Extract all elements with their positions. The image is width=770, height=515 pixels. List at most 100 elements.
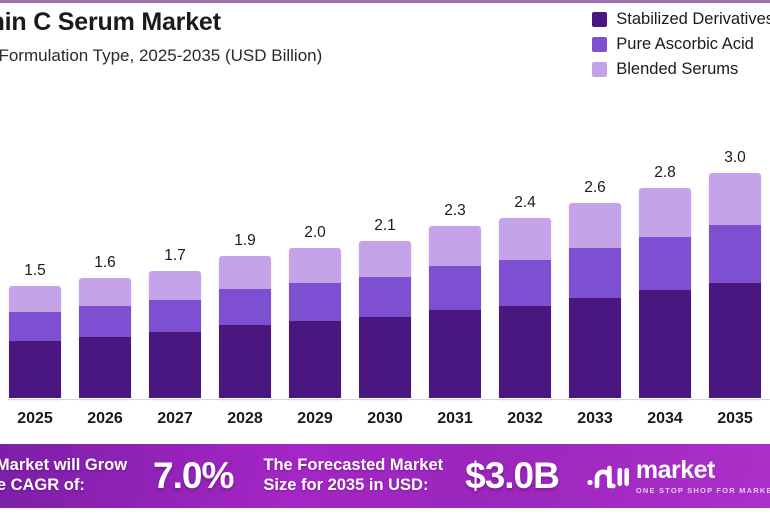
legend-swatch-icon: [592, 12, 608, 27]
stacked-bar[interactable]: [289, 248, 341, 399]
stacked-bar[interactable]: [79, 278, 131, 399]
axis-baseline: [8, 398, 770, 400]
bar-column[interactable]: 2.8: [630, 110, 700, 399]
bar-value-label: 2.8: [654, 163, 676, 181]
chart-subtitle: Size by Formulation Type, 2025-2035 (USD…: [0, 46, 323, 65]
x-axis-tick-label: 2029: [297, 410, 333, 427]
cagr-label-line1: The Market will Grow: [0, 456, 128, 475]
x-axis-tick-label: 2026: [87, 410, 123, 427]
bar-segment: [709, 225, 761, 283]
bar-segment: [289, 248, 341, 283]
x-axis-tick-label: 2034: [647, 410, 683, 427]
bar-value-label: 3.0: [724, 148, 746, 166]
bar-segment: [499, 305, 551, 399]
bar-value-label: 2.4: [514, 193, 536, 211]
cagr-label: The Market will Grow at the CAGR of:: [0, 456, 127, 496]
bar-segment: [79, 278, 131, 306]
x-axis-tick-label: 2027: [157, 410, 193, 427]
legend-item[interactable]: Stabilized Derivatives: [592, 10, 770, 29]
x-axis-labels: 2025 2026 2027 2028 2029 2030 2031 2032 2033 2034…: [0, 401, 770, 435]
bar-segment: [149, 332, 201, 399]
bar-column[interactable]: 1.6: [70, 110, 140, 399]
bar-segment: [9, 340, 61, 399]
bar-segment: [499, 260, 551, 306]
stacked-bar[interactable]: [219, 255, 271, 399]
bar-column[interactable]: 1.7: [140, 110, 210, 399]
forecast-label-line2: Size for 2035 in USD:: [263, 476, 429, 494]
bar-value-label: 1.5: [24, 261, 46, 279]
bar-column[interactable]: 2.4: [490, 110, 560, 399]
logo-wordmark: market: [635, 455, 715, 484]
bar-column[interactable]: 2.0: [280, 110, 350, 399]
bar-segment: [149, 299, 201, 333]
bar-segment: [569, 297, 621, 399]
bottom-spacer: [0, 508, 770, 515]
bar-segment: [639, 187, 691, 237]
cagr-value: 7.0%: [153, 455, 234, 496]
stacked-bar[interactable]: [569, 202, 621, 399]
page-title: Vitamin C Serum Market: [0, 8, 221, 36]
forecast-label-line1: The Forecasted Market: [263, 456, 444, 475]
plot-area: 1.5 1.6 1.7 1.9 2.0 2.1 2.3 2.4 2.6 2.8 3.0: [0, 110, 770, 400]
chart-header: Vitamin C Serum Market Size by Formulati…: [0, 8, 540, 66]
bar-column[interactable]: 2.1: [350, 110, 420, 399]
stacked-bar[interactable]: [359, 240, 411, 399]
legend-item-label: Stabilized Derivatives: [616, 10, 770, 28]
brand-logo[interactable]: market ONE STOP SHOP FOR MARKET: [585, 455, 770, 495]
bar-segment: [709, 282, 761, 399]
bar-segment: [499, 217, 551, 261]
legend-swatch-icon: [592, 37, 608, 52]
bar-segment: [9, 311, 61, 341]
bar-segment: [429, 266, 481, 310]
stacked-bar[interactable]: [9, 285, 61, 399]
bar-value-label: 2.6: [584, 178, 606, 196]
bar-column[interactable]: 1.9: [210, 110, 280, 399]
bar-segment: [219, 255, 271, 289]
forecast-label: The Forecasted Market Size for 2035 in U…: [263, 456, 443, 496]
bar-segment: [709, 172, 761, 226]
bar-value-label: 2.0: [304, 224, 326, 242]
bar-column[interactable]: 2.3: [420, 110, 490, 399]
bar-value-label: 1.9: [234, 231, 256, 249]
stacked-bar[interactable]: [499, 217, 551, 399]
bar-column[interactable]: 1.5: [0, 110, 70, 399]
legend-item-label: Blended Serums: [616, 60, 739, 78]
x-axis-tick-label: 2033: [577, 410, 613, 427]
legend-swatch-icon: [592, 62, 608, 77]
x-axis-tick-label: 2031: [437, 410, 473, 427]
cagr-label-line2: at the CAGR of:: [0, 476, 85, 494]
bar-segment: [359, 277, 411, 318]
stacked-bar[interactable]: [149, 270, 201, 399]
bar-segment: [359, 317, 411, 399]
bar-column[interactable]: 3.0: [700, 110, 770, 399]
bar-segment: [359, 240, 411, 278]
legend-item-label: Pure Ascorbic Acid: [616, 35, 754, 53]
bar-segment: [289, 282, 341, 322]
legend-item[interactable]: Pure Ascorbic Acid: [592, 35, 770, 54]
chart-legend: Stabilized Derivatives Pure Ascorbic Acid…: [592, 10, 770, 79]
bar-segment: [219, 288, 271, 325]
bar-value-label: 2.3: [444, 201, 466, 219]
bar-value-label: 1.6: [94, 254, 116, 272]
legend-item[interactable]: Blended Serums: [592, 60, 770, 79]
bar-segment: [639, 290, 691, 399]
cagr-block: The Market will Grow at the CAGR of: 7.0…: [0, 455, 234, 497]
stacked-bar[interactable]: [709, 172, 761, 399]
bar-segment: [79, 305, 131, 337]
bar-segment: [149, 270, 201, 300]
logo-text: market ONE STOP SHOP FOR MARKET: [635, 455, 770, 495]
logo-tagline: ONE STOP SHOP FOR MARKET: [635, 485, 770, 495]
bar-column[interactable]: 2.6: [560, 110, 630, 399]
forecast-block: The Forecasted Market Size for 2035 in U…: [233, 455, 560, 497]
market-logo-icon: [587, 465, 629, 489]
top-border-rule: [0, 0, 770, 3]
stacked-bar[interactable]: [639, 187, 691, 399]
x-axis-tick-label: 2025: [17, 410, 53, 427]
x-axis-tick-label: 2032: [507, 410, 543, 427]
bar-group: 1.5 1.6 1.7 1.9 2.0 2.1 2.3 2.4 2.6 2.8 3.0: [0, 110, 770, 399]
stacked-bar[interactable]: [429, 225, 481, 399]
bar-segment: [569, 248, 621, 298]
bar-segment: [79, 336, 131, 399]
forecast-value: $3.0B: [465, 455, 560, 496]
